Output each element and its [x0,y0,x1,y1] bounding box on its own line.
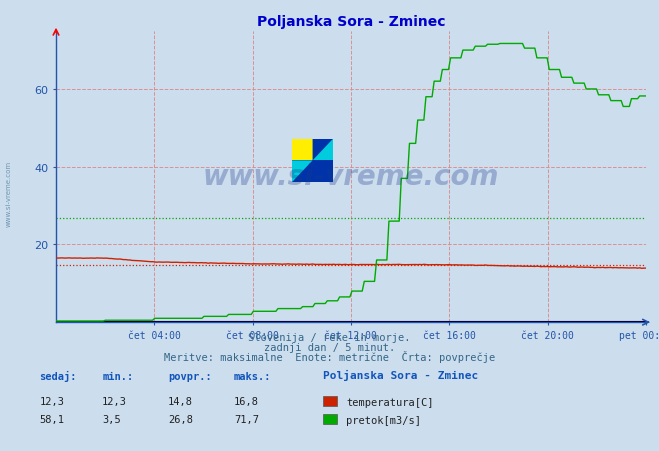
Text: maks.:: maks.: [234,371,272,381]
Title: Poljanska Sora - Zminec: Poljanska Sora - Zminec [256,15,445,29]
Text: www.si-vreme.com: www.si-vreme.com [203,163,499,191]
Text: 12,3: 12,3 [40,396,65,405]
Text: www.si-vreme.com: www.si-vreme.com [5,161,12,227]
Text: zadnji dan / 5 minut.: zadnji dan / 5 minut. [264,342,395,352]
Text: temperatura[C]: temperatura[C] [346,397,434,407]
Text: 12,3: 12,3 [102,396,127,405]
Text: min.:: min.: [102,371,133,381]
Text: sedaj:: sedaj: [40,370,77,381]
Text: povpr.:: povpr.: [168,371,212,381]
Text: Poljanska Sora - Zminec: Poljanska Sora - Zminec [323,369,478,380]
Text: 3,5: 3,5 [102,414,121,423]
Text: 58,1: 58,1 [40,414,65,423]
Text: 14,8: 14,8 [168,396,193,405]
Text: pretok[m3/s]: pretok[m3/s] [346,415,421,425]
Text: Slovenija / reke in morje.: Slovenija / reke in morje. [248,332,411,342]
Text: 71,7: 71,7 [234,414,259,423]
Text: 16,8: 16,8 [234,396,259,405]
Text: Meritve: maksimalne  Enote: metrične  Črta: povprečje: Meritve: maksimalne Enote: metrične Črta… [164,350,495,362]
Text: 26,8: 26,8 [168,414,193,423]
